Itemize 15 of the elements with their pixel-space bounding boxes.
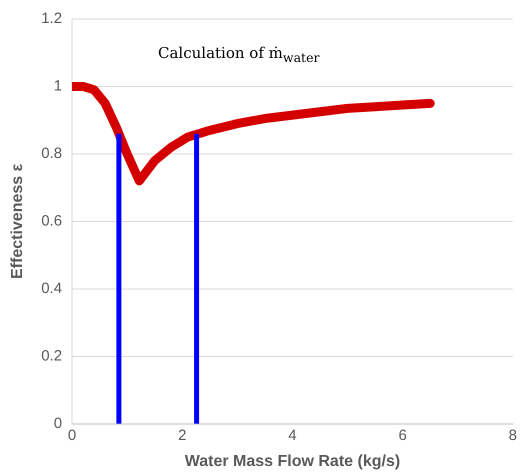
x-tick-label: 6 xyxy=(398,426,407,444)
x-axis-title: Water Mass Flow Rate (kg/s) xyxy=(184,452,400,470)
y-tick-label: 1 xyxy=(54,78,62,95)
x-tick-label: 4 xyxy=(288,426,297,444)
y-tick-label: 1.2 xyxy=(41,10,62,28)
y-axis-title: Effectiveness ε xyxy=(9,163,26,279)
y-tick-label: 0.4 xyxy=(41,280,62,298)
x-tick-label: 8 xyxy=(508,426,517,444)
y-tick-label: 0.6 xyxy=(41,212,62,230)
y-tick-label: 0 xyxy=(54,414,62,432)
x-tick-label: 2 xyxy=(178,426,186,444)
y-tick-label: 0.2 xyxy=(41,347,62,364)
y-tick-label: 0.8 xyxy=(41,145,62,162)
annotation: Calculation of ṁ$_{water}$ xyxy=(158,44,320,65)
x-tick-label: 0 xyxy=(68,426,76,444)
